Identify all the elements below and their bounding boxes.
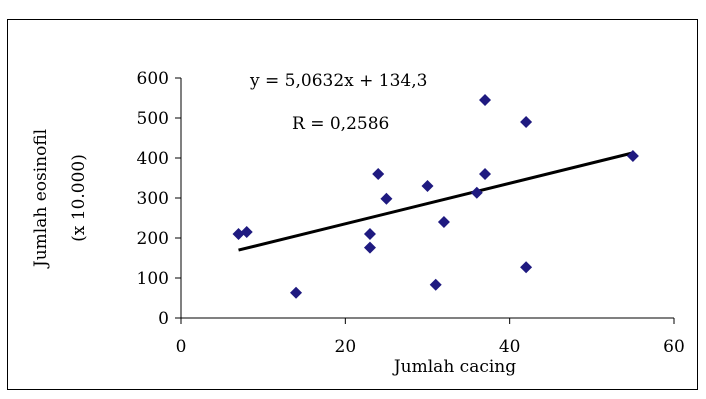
- y-tick-label: 600: [137, 69, 169, 89]
- r-value-label: R = 0,2586: [292, 114, 389, 134]
- y-tick-label: 300: [137, 189, 169, 209]
- y-tick-label: 200: [137, 229, 169, 249]
- x-tick-label: 60: [663, 337, 685, 357]
- y-axis-title-line1: Jumlah eosinofil: [31, 129, 51, 269]
- y-tick-label: 400: [137, 149, 169, 169]
- x-axis-title: Jumlah cacing: [392, 357, 516, 377]
- y-tick-label: 500: [137, 109, 169, 129]
- equation-label: y = 5,0632x + 134,3: [249, 71, 427, 91]
- x-tick-label: 20: [335, 337, 357, 357]
- y-tick-label: 100: [137, 269, 169, 289]
- x-tick-label: 40: [499, 337, 521, 357]
- x-tick-label: 0: [176, 337, 187, 357]
- y-tick-label: 0: [158, 309, 169, 329]
- y-axis-title-line2: (x 10.000): [69, 154, 89, 242]
